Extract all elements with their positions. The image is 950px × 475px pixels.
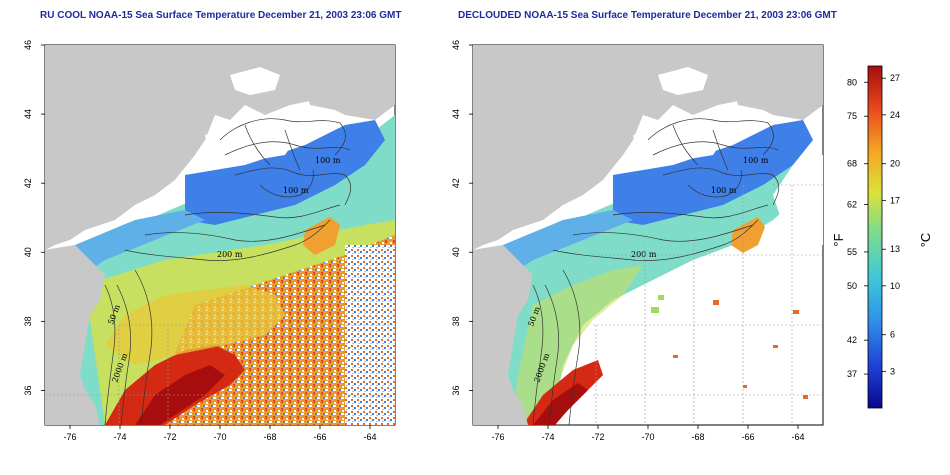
left-map-axes: -76 -74 -72 -70 -68 -66 -64 36 38 40 42 44 46: [23, 40, 377, 442]
right-x-tick-label: -74: [541, 432, 554, 442]
left-contour-label-100m-b: 100 m: [283, 186, 309, 195]
right-y-tick-label: 44: [451, 109, 461, 119]
right-contour-label-200m: 200 m: [631, 250, 657, 259]
right-map-axes: -76 -74 -72 -70 -68 -66 -64 36 38 40 42 44 46: [451, 40, 805, 442]
colorbar-fahrenheit-tick-label: 75: [847, 111, 857, 121]
right-y-tick-label: 42: [451, 178, 461, 188]
colorbar-celsius-tick-label: 17: [890, 195, 900, 205]
right-contour-label-100m-a: 100 m: [743, 156, 769, 165]
right-x-tick-label: -72: [591, 432, 604, 442]
colorbar-celsius-tick-label: 20: [890, 159, 900, 169]
right-y-tick-label: 46: [451, 40, 461, 50]
left-x-tick-label: -68: [263, 432, 276, 442]
right-map-title: DECLOUDED NOAA-15 Sea Surface Temperatur…: [458, 10, 837, 21]
left-x-tick-label: -72: [163, 432, 176, 442]
colorbar-celsius-tick-label: 27: [890, 73, 900, 83]
right-y-tick-label: 38: [451, 316, 461, 326]
left-y-tick-label: 42: [23, 178, 33, 188]
colorbar-fahrenheit-tick-label: 50: [847, 281, 857, 291]
colorbar-celsius-tick-label: 13: [890, 244, 900, 254]
colorbar-fahrenheit-tick-label: 62: [847, 199, 857, 209]
left-y-tick-label: 40: [23, 247, 33, 257]
colorbar-gradient: [867, 65, 883, 409]
left-x-tick-label: -64: [363, 432, 376, 442]
colorbar: 27 24 20 17 13 10 6 3 80 75 68 62 55 50 42 37 °F °C: [831, 65, 933, 409]
colorbar-fahrenheit-unit: °F: [831, 233, 846, 246]
colorbar-celsius-tick-label: 6: [890, 330, 895, 340]
colorbar-fahrenheit-tick-label: 42: [847, 335, 857, 345]
colorbar-celsius-unit: °C: [918, 233, 933, 248]
right-x-tick-label: -64: [791, 432, 804, 442]
colorbar-fahrenheit-tick-label: 37: [847, 369, 857, 379]
right-sst-field: [473, 120, 813, 425]
left-sst-field: [45, 115, 395, 425]
left-x-tick-label: -74: [113, 432, 126, 442]
right-map-panel: 100 m 100 m 200 m 50 m 2000 m: [472, 44, 824, 426]
left-map-title: RU COOL NOAA-15 Sea Surface Temperature …: [40, 10, 402, 21]
right-x-tick-label: -70: [641, 432, 654, 442]
left-contour-label-100m-a: 100 m: [315, 156, 341, 165]
left-y-tick-label: 46: [23, 40, 33, 50]
left-y-tick-label: 36: [23, 385, 33, 395]
right-x-tick-label: -66: [741, 432, 754, 442]
colorbar-fahrenheit-tick-label: 80: [847, 77, 857, 87]
right-x-tick-label: -76: [491, 432, 504, 442]
left-y-tick-label: 38: [23, 316, 33, 326]
left-x-tick-label: -66: [313, 432, 326, 442]
colorbar-fahrenheit-tick-label: 55: [847, 247, 857, 257]
left-x-tick-label: -76: [63, 432, 76, 442]
left-map-panel: 100 m 100 m 200 m 50 m 2000 m: [44, 44, 396, 426]
colorbar-celsius-tick-label: 24: [890, 110, 900, 120]
right-y-tick-label: 36: [451, 385, 461, 395]
colorbar-fahrenheit-tick-label: 68: [847, 159, 857, 169]
colorbar-celsius-tick-label: 10: [890, 281, 900, 291]
left-y-tick-label: 44: [23, 109, 33, 119]
left-x-tick-label: -70: [213, 432, 226, 442]
right-y-tick-label: 40: [451, 247, 461, 257]
right-contour-label-100m-b: 100 m: [711, 186, 737, 195]
left-contour-label-200m: 200 m: [217, 250, 243, 259]
colorbar-celsius-tick-label: 3: [890, 366, 895, 376]
right-x-tick-label: -68: [691, 432, 704, 442]
